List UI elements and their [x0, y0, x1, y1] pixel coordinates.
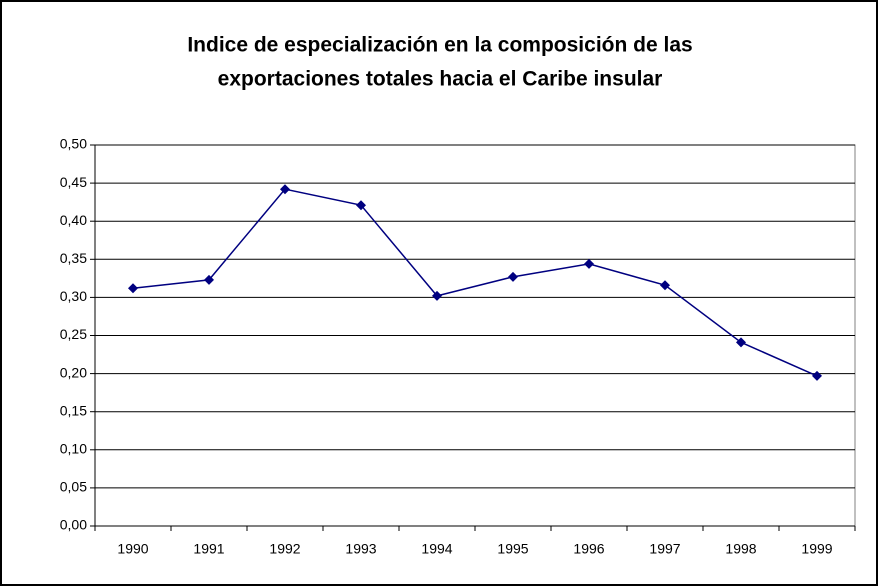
y-tick-label: 0,15 — [60, 402, 87, 418]
y-tick-label: 0,40 — [60, 212, 87, 228]
y-tick-label: 0,45 — [60, 174, 87, 190]
series-line — [132, 188, 818, 377]
data-point — [204, 274, 214, 285]
data-point — [736, 337, 746, 348]
y-tick-label: 0,10 — [60, 441, 87, 457]
x-tick-label: 1995 — [497, 541, 528, 557]
y-tick-label: 0,20 — [60, 364, 87, 380]
data-point — [584, 258, 594, 269]
y-tick-label: 0,25 — [60, 326, 87, 342]
data-point — [660, 280, 670, 291]
x-tick-label: 1997 — [649, 541, 680, 557]
data-point — [432, 290, 442, 301]
x-tick-label: 1992 — [269, 541, 300, 557]
x-tick-label: 1990 — [117, 541, 148, 557]
y-tick-label: 0,35 — [60, 250, 87, 266]
x-tick-label: 1991 — [193, 541, 224, 557]
x-tick-label: 1999 — [801, 541, 832, 557]
x-tick-label: 1998 — [725, 541, 756, 557]
y-tick-label: 0,50 — [60, 136, 87, 152]
data-point — [280, 184, 290, 195]
data-point — [812, 370, 822, 381]
y-tick-label: 0,05 — [60, 479, 87, 495]
x-tick-label: 1996 — [573, 541, 604, 557]
chart-title: exportaciones totales hacia el Caribe in… — [218, 68, 663, 91]
x-tick-label: 1993 — [345, 541, 376, 557]
x-tick-label: 1994 — [421, 541, 452, 557]
data-point — [508, 271, 518, 282]
chart-title: Indice de especialización en la composic… — [187, 34, 692, 57]
data-point — [356, 200, 366, 211]
y-tick-label: 0,00 — [60, 517, 87, 533]
y-tick-label: 0,30 — [60, 288, 87, 304]
data-point — [128, 283, 138, 294]
